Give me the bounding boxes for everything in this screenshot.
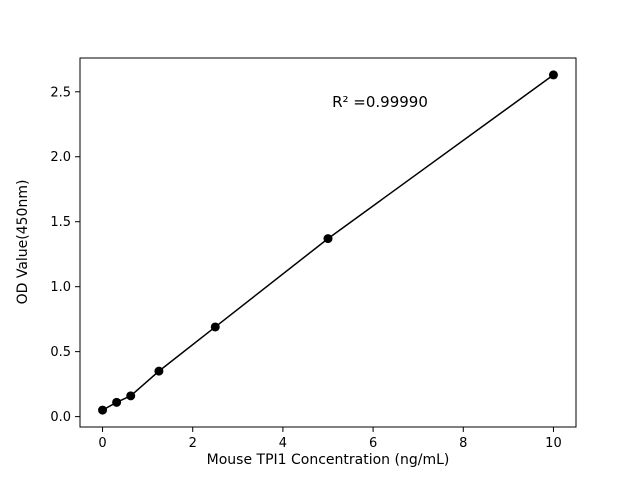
data-point [323,234,333,244]
x-tick-label: 10 [545,436,562,451]
data-point [126,391,136,401]
x-tick-label: 4 [279,436,287,451]
x-tick-label: 6 [369,436,377,451]
x-tick-label: 8 [459,436,467,451]
data-series [98,70,558,415]
y-tick-label: 1.0 [50,280,71,295]
x-axis-label: Mouse TPI1 Concentration (ng/mL) [207,452,450,468]
axis-ticks: 0 2 4 6 8 10 0.0 0.5 1.0 1.5 2.0 2.5 [50,85,561,451]
y-tick-label: 2.5 [50,85,71,100]
x-tick-label: 0 [98,436,106,451]
x-tick-label: 2 [189,436,197,451]
data-point [154,366,164,376]
data-point [112,397,122,407]
y-tick-label: 0.5 [50,345,71,360]
y-tick-label: 0.0 [50,410,71,425]
y-tick-label: 1.5 [50,215,71,230]
plot-border [79,57,577,428]
data-point [210,322,220,332]
data-point [548,70,558,80]
y-tick-label: 2.0 [50,150,71,165]
y-axis-label: OD Value(450nm) [15,180,31,305]
data-point [98,405,108,415]
r-squared-annotation: R² =0.99990 [332,93,428,111]
